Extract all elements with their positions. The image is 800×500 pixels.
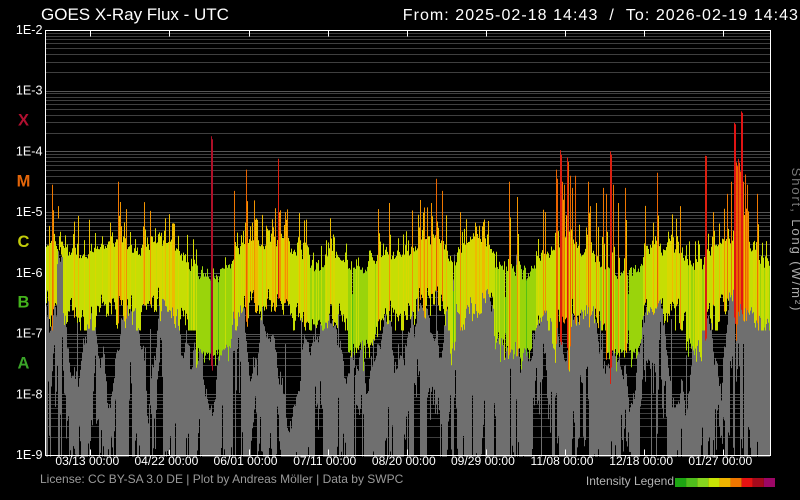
svg-text:12/18 00:00: 12/18 00:00 (609, 454, 673, 468)
svg-text:08/20 00:00: 08/20 00:00 (372, 454, 436, 468)
svg-text:A: A (18, 354, 30, 372)
svg-text:License: CC BY-SA 3.0 DE | Plo: License: CC BY-SA 3.0 DE | Plot by Andre… (40, 472, 404, 486)
svg-text:C: C (18, 233, 30, 251)
svg-text:1E-7: 1E-7 (16, 327, 43, 341)
svg-text:B: B (18, 294, 30, 312)
svg-text:04/22 00:00: 04/22 00:00 (134, 454, 198, 468)
svg-text:From: 2025-02-18 14:43 / To:: From: 2025-02-18 14:43 / To: 2026-02-19 … (403, 7, 799, 24)
svg-text:01/27 00:00: 01/27 00:00 (688, 454, 752, 468)
svg-text:1E-9: 1E-9 (16, 448, 43, 462)
svg-text:09/29 00:00: 09/29 00:00 (451, 454, 515, 468)
svg-text:M: M (17, 172, 31, 190)
svg-text:1E-6: 1E-6 (16, 266, 43, 280)
svg-text:Intensity Legend: Intensity Legend (586, 474, 674, 488)
svg-text:1E-3: 1E-3 (16, 84, 43, 98)
svg-text:11/08 00:00: 11/08 00:00 (531, 454, 594, 468)
svg-text:1E-8: 1E-8 (16, 387, 43, 401)
svg-text:GOES X-Ray Flux - UTC: GOES X-Ray Flux - UTC (41, 5, 229, 24)
svg-text:Short, Long (W/m²): Short, Long (W/m²) (789, 168, 800, 313)
svg-text:1E-2: 1E-2 (16, 23, 43, 37)
svg-text:1E-4: 1E-4 (16, 144, 43, 158)
svg-text:03/13 00:00: 03/13 00:00 (55, 454, 119, 468)
svg-text:X: X (18, 112, 29, 130)
svg-text:06/01 00:00: 06/01 00:00 (214, 454, 278, 468)
svg-text:07/11 00:00: 07/11 00:00 (293, 454, 356, 468)
svg-text:1E-5: 1E-5 (16, 205, 43, 219)
